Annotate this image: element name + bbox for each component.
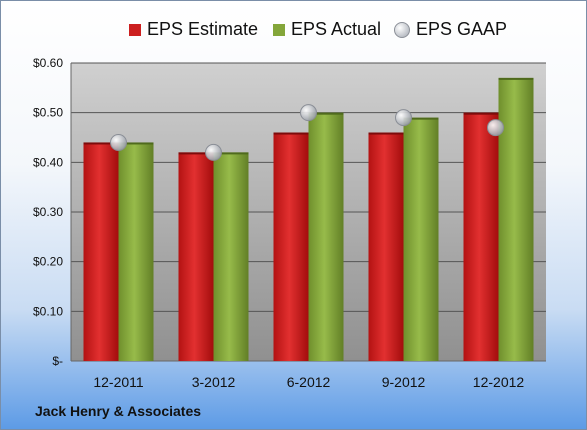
- y-tick-label: $0.10: [33, 304, 63, 318]
- y-tick-label: $0.50: [33, 106, 63, 120]
- legend-swatch-eps-actual: [273, 23, 285, 36]
- legend-item-eps-actual: EPS Actual: [273, 19, 381, 40]
- bar-eps-estimate-cap: [273, 132, 309, 135]
- bar-eps-actual: [308, 112, 344, 362]
- bar-eps-actual-cap: [308, 112, 344, 115]
- bar-eps-estimate-cap: [83, 142, 119, 145]
- x-tick-label: 9-2012: [382, 374, 426, 390]
- legend-label-eps-gaap: EPS GAAP: [416, 19, 508, 39]
- bar-eps-estimate: [178, 152, 214, 361]
- x-tick-label: 3-2012: [192, 374, 236, 390]
- legend-label-eps-estimate: EPS Estimate: [147, 19, 259, 39]
- x-tick-label: 12-2011: [93, 374, 144, 390]
- legend-label-eps-actual: EPS Actual: [291, 19, 382, 39]
- y-tick-label: $-: [52, 354, 63, 368]
- bar-eps-estimate: [463, 112, 499, 362]
- x-tick-label: 12-2012: [473, 374, 525, 390]
- legend-item-eps-estimate: EPS Estimate: [129, 19, 258, 40]
- marker-eps-gaap: [300, 104, 317, 122]
- bar-eps-actual-cap: [213, 152, 249, 155]
- bar-eps-actual-cap: [498, 77, 534, 80]
- bar-eps-actual-cap: [403, 117, 439, 120]
- y-tick-label: $0.40: [33, 155, 63, 169]
- x-tick-label: 6-2012: [287, 374, 331, 390]
- bar-eps-estimate-cap: [463, 112, 499, 115]
- y-tick-label: $0.20: [33, 255, 63, 269]
- y-tick-label: $0.60: [33, 56, 63, 70]
- bar-eps-estimate-cap: [368, 132, 404, 135]
- bar-eps-actual: [403, 117, 439, 361]
- bar-eps-actual: [118, 142, 154, 361]
- marker-eps-gaap: [205, 143, 222, 161]
- marker-eps-gaap: [487, 119, 504, 137]
- company-name: Jack Henry & Associates: [35, 403, 202, 419]
- bar-eps-actual: [498, 77, 534, 362]
- bar-eps-estimate: [273, 132, 309, 361]
- chart-legend: EPS Estimate EPS Actual EPS GAAP: [1, 19, 586, 41]
- legend-swatch-eps-gaap: [394, 21, 410, 38]
- y-tick-label: $0.30: [33, 205, 63, 219]
- bar-eps-estimate-cap: [178, 152, 214, 155]
- legend-item-eps-gaap: EPS GAAP: [394, 19, 507, 40]
- legend-swatch-eps-estimate: [129, 23, 141, 36]
- bar-eps-estimate: [368, 132, 404, 361]
- marker-eps-gaap: [395, 109, 412, 127]
- bar-eps-actual: [213, 152, 249, 361]
- marker-eps-gaap: [110, 133, 127, 151]
- bar-eps-actual-cap: [118, 142, 154, 145]
- bar-eps-estimate: [83, 142, 119, 361]
